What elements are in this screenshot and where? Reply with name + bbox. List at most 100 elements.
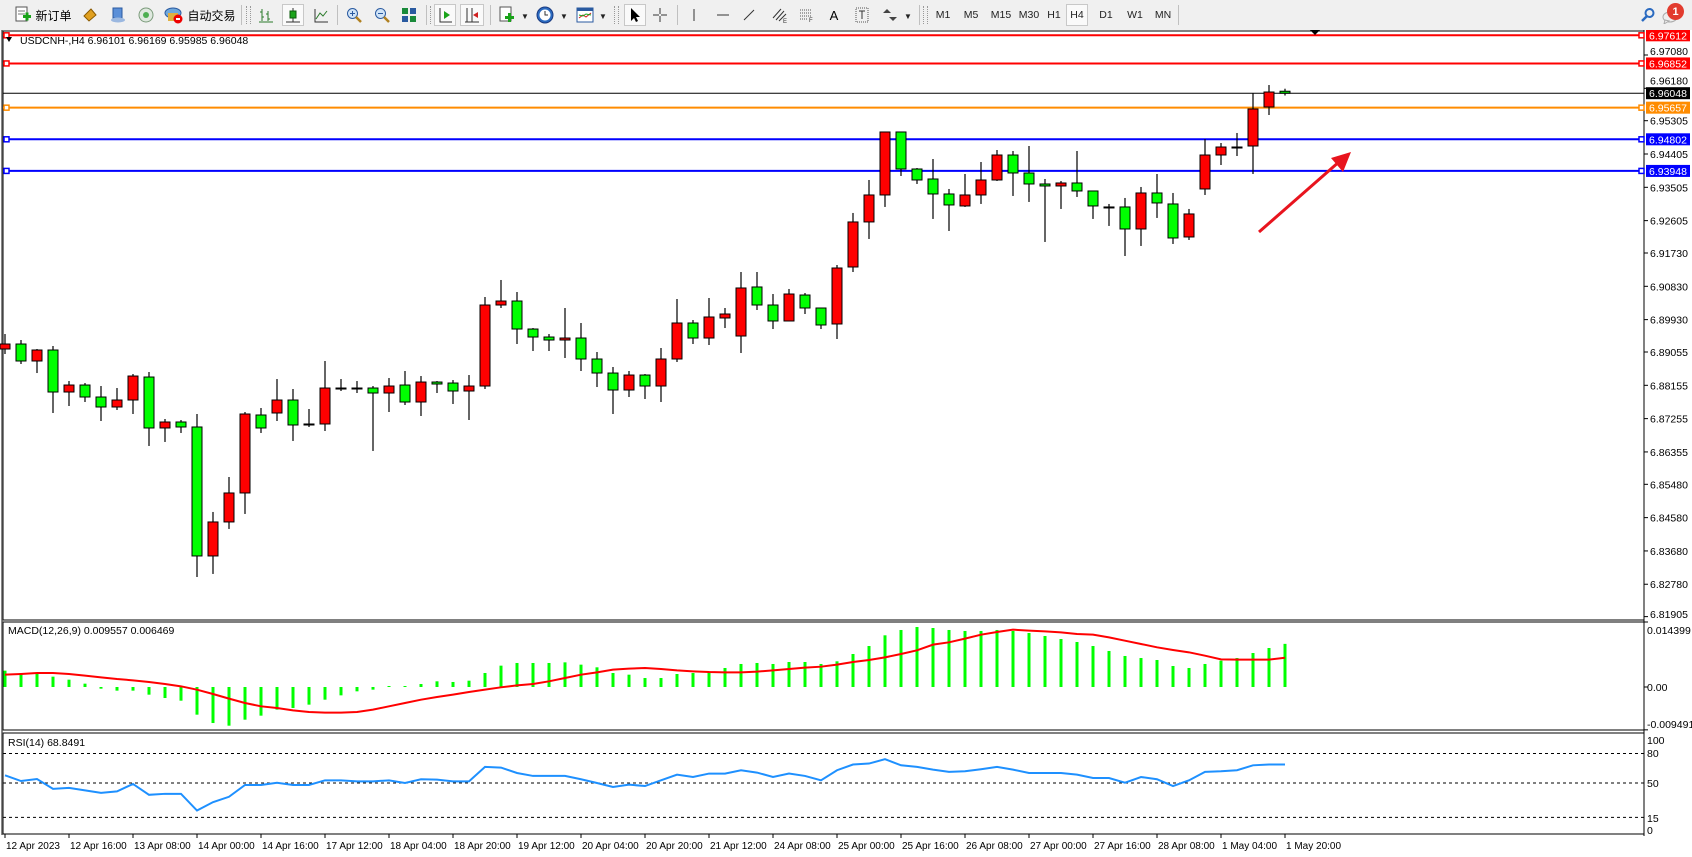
- candle: [671, 299, 683, 362]
- price-tick-label: 6.84580: [1650, 513, 1688, 525]
- macd-histogram-bar: [3, 670, 7, 687]
- timeframe-m30-button[interactable]: M30: [1018, 9, 1040, 21]
- bar-chart-button[interactable]: [255, 4, 277, 26]
- macd-histogram-bar: [803, 661, 807, 687]
- candle-body: [111, 399, 123, 408]
- macd-histogram-bar: [131, 687, 135, 691]
- macd-histogram-bar: [387, 686, 391, 688]
- chart-shift-marker-icon[interactable]: [1310, 30, 1320, 35]
- candle-body: [271, 399, 283, 414]
- candle-body: [63, 384, 75, 393]
- candle: [559, 308, 571, 359]
- red-arrow-annotation[interactable]: [1258, 152, 1351, 234]
- horizontal-lines[interactable]: [3, 32, 1645, 175]
- text-label-button[interactable]: [852, 4, 872, 26]
- timeframe-w1-button[interactable]: W1: [1127, 9, 1143, 21]
- line-anchor-handle[interactable]: [1638, 60, 1645, 67]
- candle-body: [719, 313, 731, 319]
- templates-dropdown-icon[interactable]: ▼: [599, 12, 607, 21]
- macd-histogram-bar: [1107, 650, 1111, 687]
- macd-histogram-bar: [1091, 646, 1095, 687]
- candle-body: [463, 385, 475, 392]
- timeframe-m5-button[interactable]: M5: [963, 9, 979, 21]
- timeframe-m1-button[interactable]: M1: [935, 9, 951, 21]
- candlestick-icon: [286, 8, 300, 23]
- chart-menu-triangle-icon[interactable]: [6, 37, 12, 42]
- line-anchor-handle[interactable]: [1638, 32, 1645, 39]
- candlestick-button[interactable]: [282, 4, 304, 26]
- tile-windows-button[interactable]: [398, 4, 420, 26]
- auto-trading-button[interactable]: 自动交易: [162, 4, 238, 26]
- candle: [767, 294, 779, 330]
- candle-body: [127, 375, 139, 401]
- candle: [111, 388, 123, 410]
- svg-text:E: E: [783, 19, 787, 24]
- text-icon: A: [829, 7, 839, 23]
- fibonacci-button[interactable]: F: [797, 4, 817, 26]
- periods-dropdown-icon[interactable]: ▼: [560, 12, 568, 21]
- new-order-button[interactable]: 新订单: [12, 4, 74, 26]
- periods-button[interactable]: [534, 4, 556, 26]
- zoom-out-button[interactable]: [371, 4, 393, 26]
- line-anchor-handle[interactable]: [1638, 104, 1645, 111]
- macd-title: MACD(12,26,9) 0.009557 0.006469: [8, 625, 175, 637]
- text-button[interactable]: A: [824, 4, 844, 26]
- macd-histogram-bar: [883, 635, 887, 687]
- candle-body: [1103, 206, 1115, 209]
- indicators-button[interactable]: [496, 4, 518, 26]
- line-anchor-handle[interactable]: [3, 60, 10, 67]
- candle: [351, 381, 363, 394]
- horizontal-line-button[interactable]: [713, 4, 733, 26]
- line-chart-button[interactable]: [310, 4, 332, 26]
- crosshair-button[interactable]: [650, 4, 670, 26]
- timeframe-h4-button[interactable]: H4: [1066, 4, 1088, 26]
- cursor-button[interactable]: [624, 4, 646, 26]
- time-tick-label: 27 Apr 16:00: [1094, 841, 1151, 852]
- candle: [367, 386, 379, 451]
- macd-histogram-bar: [643, 678, 647, 687]
- candle: [287, 389, 299, 441]
- line-anchor-handle[interactable]: [1638, 136, 1645, 143]
- candle-body: [543, 336, 555, 341]
- timeframe-d1-button[interactable]: D1: [1099, 9, 1113, 21]
- candle: [799, 293, 811, 314]
- vertical-line-icon: [693, 9, 695, 21]
- indicators-dropdown-icon[interactable]: ▼: [521, 12, 529, 21]
- periods-icon: [536, 6, 554, 24]
- line-anchor-handle[interactable]: [3, 104, 10, 111]
- line-anchor-handle[interactable]: [3, 136, 10, 143]
- timeframe-h1-button[interactable]: H1: [1047, 9, 1061, 21]
- time-tick-label: 20 Apr 20:00: [646, 841, 703, 852]
- candle: [191, 413, 203, 577]
- candle-body: [31, 349, 43, 362]
- chart-shift-icon: [465, 8, 479, 23]
- chart-shift-button[interactable]: [460, 4, 484, 26]
- macd-histogram-bar: [35, 673, 39, 687]
- macd-histogram-bar: [1235, 658, 1239, 687]
- arrows-button[interactable]: [879, 4, 901, 26]
- price-tick-label: 6.82780: [1650, 579, 1688, 591]
- search-button[interactable]: [1638, 4, 1658, 26]
- line-anchor-handle[interactable]: [3, 167, 10, 175]
- arrows-dropdown-icon[interactable]: ▼: [904, 12, 912, 21]
- candle-body: [1087, 190, 1099, 207]
- signals-button[interactable]: [136, 4, 156, 26]
- candle: [1103, 203, 1115, 226]
- line-anchor-handle[interactable]: [1638, 167, 1645, 175]
- chart-window[interactable]: 6.97080 6.96180 6.95305 6.94405 6.93505 6.926…: [0, 30, 1692, 857]
- price-tick-label: 6.96180: [1650, 76, 1688, 88]
- vertical-line-button[interactable]: [684, 4, 704, 26]
- zoom-in-button[interactable]: [343, 4, 365, 26]
- candle: [463, 375, 475, 420]
- templates-button[interactable]: [574, 4, 596, 26]
- timeframe-m15-button[interactable]: M15: [990, 9, 1012, 21]
- equidistant-channel-button[interactable]: E: [770, 4, 790, 26]
- macd-histogram-bar: [1187, 667, 1191, 687]
- candle: [735, 271, 747, 354]
- market-watch-button[interactable]: [80, 4, 100, 26]
- timeframe-mn-button[interactable]: MN: [1154, 9, 1172, 21]
- price-tick-label: 6.91730: [1650, 248, 1688, 260]
- navigator-button[interactable]: [108, 4, 128, 26]
- auto-scroll-button[interactable]: [434, 4, 456, 26]
- trendline-button[interactable]: [739, 4, 759, 26]
